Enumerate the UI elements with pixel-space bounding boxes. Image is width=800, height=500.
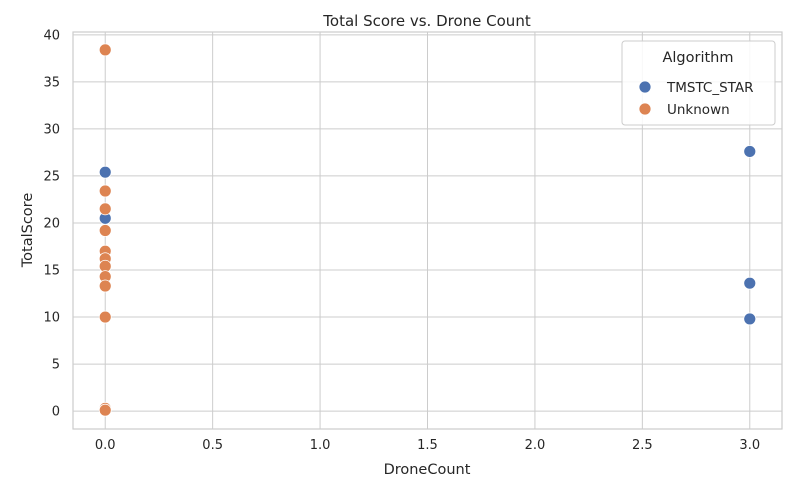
x-axis-ticks: 0.0 0.5 1.0 1.5 2.0 2.5 3.0 (95, 438, 760, 453)
legend: Algorithm TMSTC_STAR Unknown (621, 40, 776, 126)
data-point-unknown (98, 43, 112, 57)
y-tick-label: 5 (52, 358, 60, 373)
data-point-tmstc-star (743, 276, 757, 290)
y-tick-label: 30 (43, 122, 60, 137)
data-point-unknown (98, 403, 112, 417)
y-tick-label: 15 (43, 264, 60, 279)
legend-label: TMSTC_STAR (666, 80, 753, 96)
x-tick-label: 2.5 (632, 438, 653, 453)
data-point-unknown (98, 224, 112, 237)
x-tick-label: 2.0 (525, 438, 546, 453)
x-tick-label: 1.0 (310, 438, 331, 453)
legend-label: Unknown (667, 102, 730, 118)
legend-title: Algorithm (662, 50, 733, 66)
data-point-unknown (98, 279, 112, 293)
y-axis-ticks: 0 5 10 15 20 25 30 35 40 (43, 28, 60, 419)
x-tick-label: 3.0 (739, 438, 760, 453)
data-point-unknown (98, 184, 112, 198)
data-point-tmstc-star (98, 165, 112, 179)
x-tick-label: 0.0 (95, 438, 116, 453)
data-points (98, 43, 757, 417)
x-tick-label: 1.5 (417, 438, 438, 453)
y-tick-label: 0 (52, 405, 60, 420)
legend-box (621, 40, 776, 126)
x-axis-title: DroneCount (384, 462, 471, 478)
data-point-unknown (98, 202, 112, 216)
plot-frame (72, 31, 783, 430)
data-point-unknown (98, 310, 112, 324)
y-tick-label: 20 (43, 216, 60, 231)
data-point-tmstc-star (743, 312, 757, 326)
chart-title: Total Score vs. Drone Count (322, 12, 531, 30)
data-point-tmstc-star (743, 145, 757, 158)
y-tick-label: 10 (43, 311, 60, 326)
x-tick-label: 0.5 (202, 438, 223, 453)
y-tick-label: 25 (43, 169, 60, 184)
y-axis-title: TotalScore (20, 193, 36, 269)
legend-marker (638, 102, 652, 116)
legend-entries: TMSTC_STAR Unknown (638, 80, 753, 118)
y-tick-label: 40 (43, 28, 60, 43)
legend-marker (638, 80, 652, 94)
y-tick-label: 35 (43, 75, 60, 90)
